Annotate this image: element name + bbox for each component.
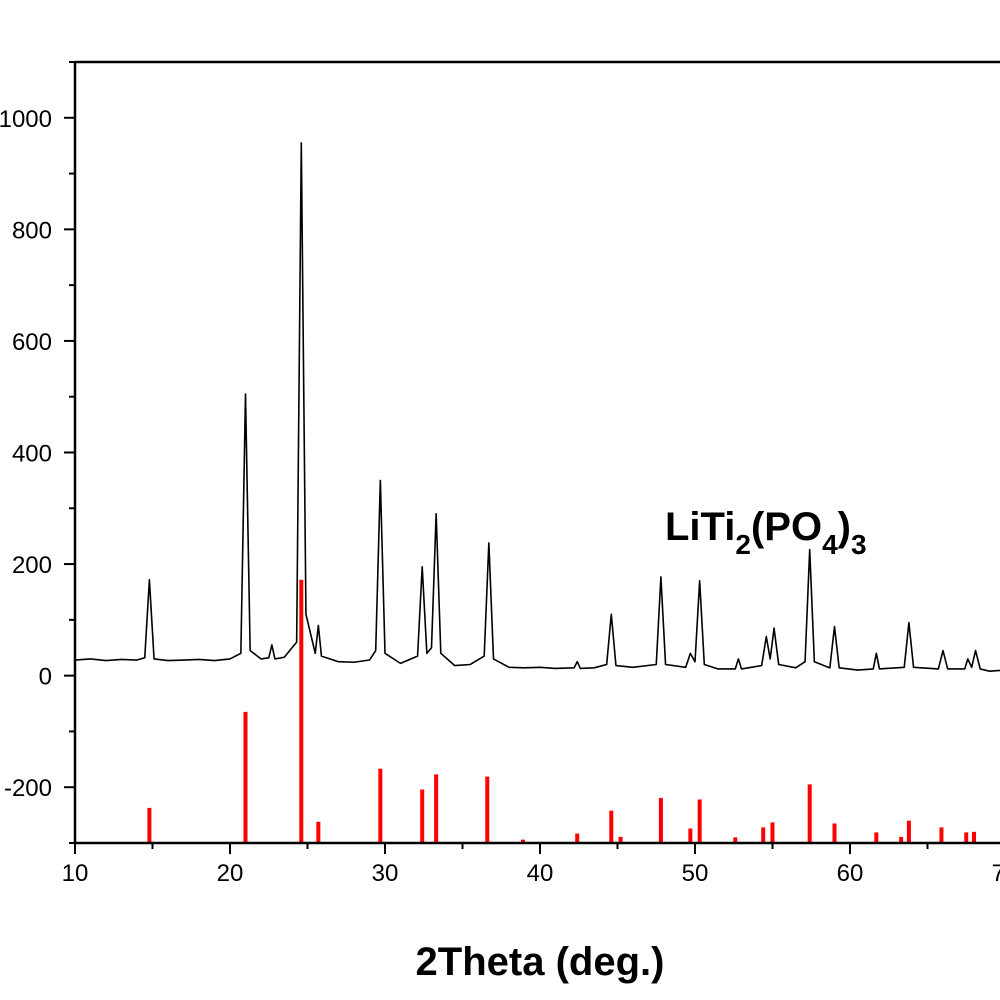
y-tick-label: 800: [12, 217, 52, 244]
y-tick-label: 400: [12, 441, 52, 468]
y-tick-label: 200: [12, 552, 52, 579]
annotation-subscript: 4: [822, 529, 838, 560]
annotation-subscript: 3: [851, 529, 867, 560]
y-tick-label: 1000: [0, 106, 52, 133]
annotation-part: ): [838, 505, 851, 549]
annotation-part: LiTi: [665, 505, 735, 549]
x-tick-label: 50: [682, 860, 709, 887]
x-tick-label: 20: [217, 860, 244, 887]
y-tick-label: 0: [39, 664, 52, 691]
annotation: LiTi2(PO4)3: [665, 505, 867, 560]
x-tick-label: 30: [372, 860, 399, 887]
annotation-subscript: 2: [735, 529, 751, 560]
x-tick-label: 70: [992, 860, 1000, 887]
pattern-line: [74, 142, 1000, 672]
y-tick-label: 600: [12, 329, 52, 356]
x-tick-label: 40: [527, 860, 554, 887]
x-tick-label: 10: [62, 860, 89, 887]
x-tick-label: 60: [837, 860, 864, 887]
x-axis-label: 2Theta (deg.): [416, 940, 665, 984]
y-tick-label: -200: [4, 775, 52, 802]
annotation-part: (PO: [751, 505, 822, 549]
